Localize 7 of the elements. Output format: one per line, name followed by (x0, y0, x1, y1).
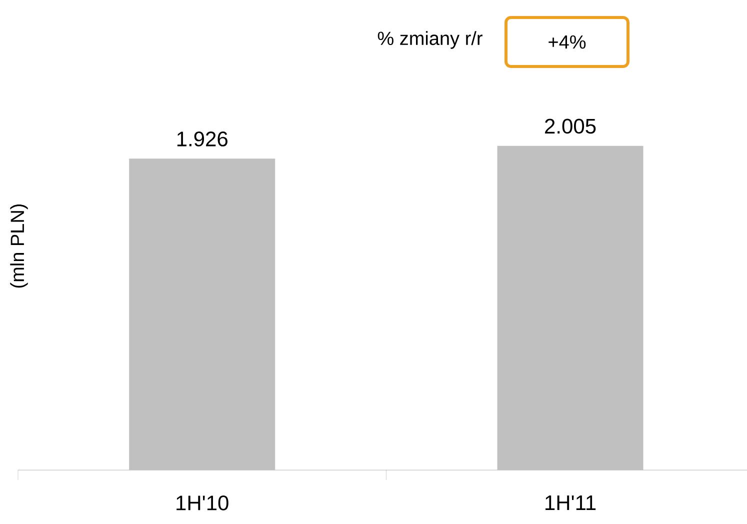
text: +4% (548, 35, 586, 49)
data-label: 2.005 (545, 118, 596, 134)
x-tick-label: 1H'10 (176, 496, 228, 510)
data-label: 1.926 (177, 132, 228, 146)
text: % zmiany r/r (378, 31, 482, 49)
x-tick-label: 1H'11 (546, 496, 596, 510)
y-axis-title: (mln PLN) (10, 204, 28, 288)
